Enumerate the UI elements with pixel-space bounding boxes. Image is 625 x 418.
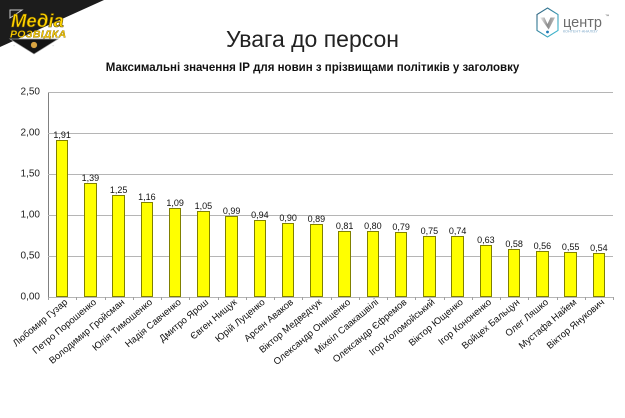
svg-text:™: ™	[605, 14, 609, 19]
